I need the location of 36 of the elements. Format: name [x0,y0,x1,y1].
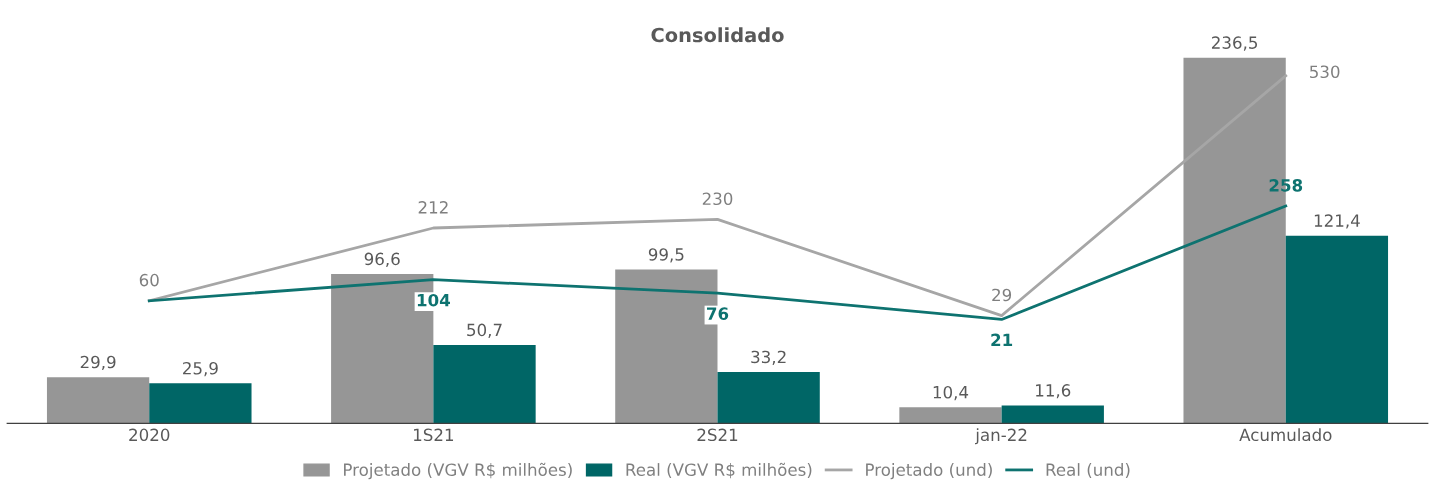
data-label: 104 [417,293,450,307]
x-tick-label: jan-22 [975,428,1027,445]
data-label: 230 [702,192,733,206]
data-label: 11,6 [1036,384,1071,399]
data-label: 29,9 [80,355,116,371]
x-tick-label: 1S21 [414,428,454,442]
data-label: 212 [418,201,448,214]
data-label: 530 [1310,65,1340,79]
data-label: 25,9 [183,361,218,377]
data-label: 10,4 [933,385,969,401]
x-tick-label: 2020 [129,428,170,442]
data-label: 50,7 [467,323,502,338]
data-label: 33,2 [751,350,786,365]
data-label: 99,5 [648,248,684,263]
data-label: 21 [991,333,1013,346]
data-label: 96,6 [364,252,400,267]
bar [46,377,150,424]
x-tick-label: 2S21 [697,428,738,442]
legend-label: Projetado (und) [866,463,992,480]
bar [1285,235,1389,424]
bar [433,344,536,424]
bar [149,383,252,424]
bar [899,407,1002,424]
data-label: 29 [992,288,1012,302]
data-label: 121,4 [1314,214,1360,229]
x-tick-label: Acumulado [1239,428,1332,442]
legend-label: Real (und) [1046,463,1130,478]
legend-label: Real (VGV R$ milhões) [626,462,812,479]
data-label: 258 [1269,179,1303,192]
data-label: 76 [707,307,729,320]
data-label: 236,5 [1211,36,1258,51]
chart-title: Consolidado [651,27,784,43]
data-label: 60 [139,273,159,287]
bar [717,372,820,424]
bar [1001,405,1104,424]
legend-label: Projetado (VGV R$ milhões) [344,462,572,480]
